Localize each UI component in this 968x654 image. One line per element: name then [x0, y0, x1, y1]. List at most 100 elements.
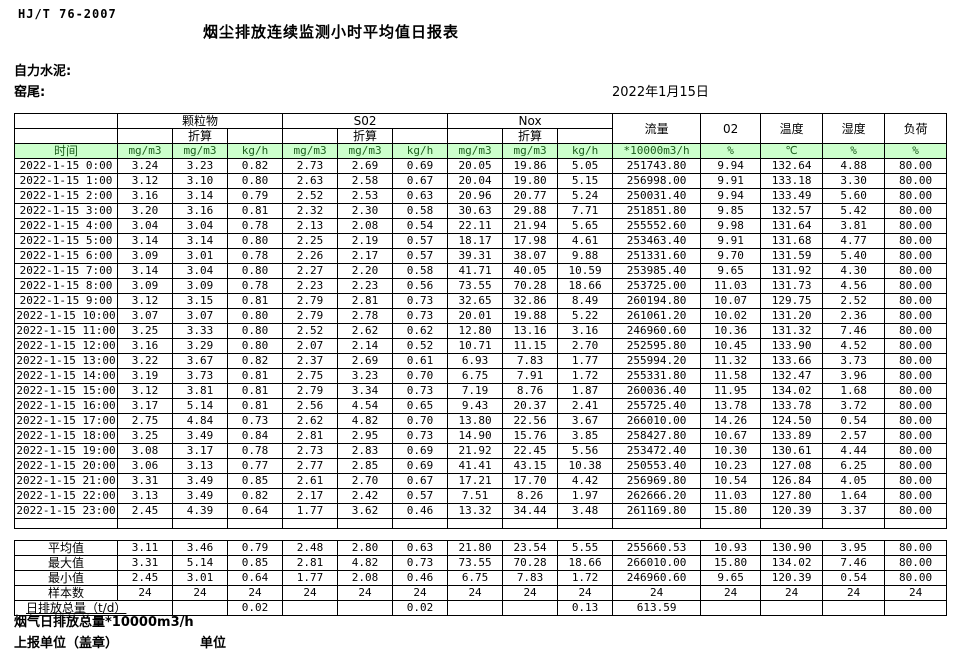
value-cell: 131.20 [760, 308, 824, 324]
value-cell: 2.73 [282, 443, 339, 459]
value-cell: 3.14 [117, 233, 173, 249]
value-cell: 266010.00 [612, 413, 702, 429]
value-cell: 3.72 [822, 398, 886, 414]
value-cell: 80.00 [884, 473, 948, 489]
unit-temp-c: ℃ [760, 143, 824, 159]
value-cell: 29.88 [502, 203, 559, 219]
value-cell: 3.06 [117, 458, 173, 474]
value-cell: 9.94 [700, 158, 762, 174]
value-cell: 3.09 [117, 278, 173, 294]
value-cell: 1.77 [282, 570, 339, 586]
value-cell: 8.49 [557, 293, 614, 309]
time-cell: 2022-1-15 15:00 [14, 383, 118, 399]
value-cell: 3.09 [172, 278, 228, 294]
value-cell: 4.77 [822, 233, 886, 249]
value-cell: 0.02 [226, 600, 284, 616]
value-cell: 1.72 [557, 570, 614, 586]
value-cell: 133.66 [760, 353, 824, 369]
unit-humidity-pct: % [822, 143, 886, 159]
value-cell: 3.20 [117, 203, 173, 219]
value-cell: 262666.20 [612, 488, 702, 504]
value-cell [447, 600, 504, 616]
value-cell: 3.49 [172, 488, 228, 504]
col-header-time: 时间 [14, 143, 118, 159]
value-cell: 3.25 [117, 428, 173, 444]
value-cell: 2.36 [822, 308, 886, 324]
value-cell: 8.26 [502, 488, 559, 504]
value-cell: 0.73 [392, 308, 449, 324]
value-cell: 3.15 [172, 293, 228, 309]
value-cell: 24 [392, 585, 449, 601]
value-cell: 5.60 [822, 188, 886, 204]
value-cell: 0.78 [226, 278, 284, 294]
value-cell: 15.76 [502, 428, 559, 444]
value-cell: 133.90 [760, 338, 824, 354]
value-cell: 9.65 [700, 263, 762, 279]
value-cell: 80.00 [884, 233, 948, 249]
value-cell: 0.73 [392, 383, 449, 399]
value-cell: 3.49 [172, 473, 228, 489]
value-cell: 24 [502, 585, 559, 601]
value-cell: 2.85 [337, 458, 394, 474]
hour-row: 2022-1-15 9:00 3.12 3.15 0.81 2.79 2.81 … [14, 293, 948, 309]
value-cell: 10.38 [557, 458, 614, 474]
value-cell: 1.77 [282, 503, 339, 519]
hour-row: 2022-1-15 1:00 3.12 3.10 0.80 2.63 2.58 … [14, 173, 948, 189]
value-cell: 261169.80 [612, 503, 702, 519]
value-cell: 255994.20 [612, 353, 702, 369]
value-cell: 13.32 [447, 503, 504, 519]
value-cell: 3.07 [172, 308, 228, 324]
value-cell: 5.14 [172, 398, 228, 414]
value-cell: 9.91 [700, 233, 762, 249]
unit-pm-converted-mg: mg/m3 [172, 143, 228, 159]
header-blank-cell [447, 128, 504, 144]
value-cell: 2.79 [282, 383, 339, 399]
hour-row: 2022-1-15 4:00 3.04 3.04 0.78 2.13 2.08 … [14, 218, 948, 234]
value-cell: 253472.40 [612, 443, 702, 459]
value-cell: 3.14 [172, 188, 228, 204]
value-cell: 0.81 [226, 383, 284, 399]
value-cell: 80.00 [884, 413, 948, 429]
value-cell: 3.16 [172, 203, 228, 219]
value-cell: 0.80 [226, 173, 284, 189]
value-cell: 2.23 [337, 278, 394, 294]
value-cell: 2.52 [282, 323, 339, 339]
header-blank-cell [282, 128, 339, 144]
value-cell: 250553.40 [612, 458, 702, 474]
value-cell: 3.04 [172, 263, 228, 279]
value-cell: 0.78 [226, 248, 284, 264]
col-header-so2: S02 [282, 113, 449, 129]
value-cell [822, 600, 886, 616]
value-cell: 80.00 [884, 308, 948, 324]
value-cell: 1.87 [557, 383, 614, 399]
value-cell: 7.83 [502, 353, 559, 369]
value-cell: 73.55 [447, 278, 504, 294]
value-cell: 80.00 [884, 428, 948, 444]
value-cell: 13.16 [502, 323, 559, 339]
value-cell: 24 [117, 585, 173, 601]
value-cell: 38.07 [502, 248, 559, 264]
value-cell: 3.25 [117, 323, 173, 339]
value-cell: 43.15 [502, 458, 559, 474]
value-cell: 0.82 [226, 353, 284, 369]
hour-row: 2022-1-15 16:00 3.17 5.14 0.81 2.56 4.54… [14, 398, 948, 414]
value-cell: 2.17 [337, 248, 394, 264]
value-cell: 246960.60 [612, 570, 702, 586]
company-label: 自力水泥: [14, 64, 72, 79]
unit-o2-pct: % [700, 143, 762, 159]
value-cell: 4.05 [822, 473, 886, 489]
value-cell: 0.80 [226, 323, 284, 339]
total-body: 日排放总量（t/d） 0.02 0.02 0.13 613.59 [14, 600, 948, 616]
value-cell: 41.71 [447, 263, 504, 279]
time-cell: 2022-1-15 6:00 [14, 248, 118, 264]
value-cell: 3.04 [117, 218, 173, 234]
value-cell: 0.69 [392, 443, 449, 459]
value-cell: 4.42 [557, 473, 614, 489]
value-cell: 0.81 [226, 398, 284, 414]
value-cell: 0.54 [822, 570, 886, 586]
time-cell: 2022-1-15 21:00 [14, 473, 118, 489]
unit-pm-kgh: kg/h [226, 143, 284, 159]
value-cell: 0.02 [392, 600, 449, 616]
value-cell: 2.19 [337, 233, 394, 249]
value-cell: 9.88 [557, 248, 614, 264]
